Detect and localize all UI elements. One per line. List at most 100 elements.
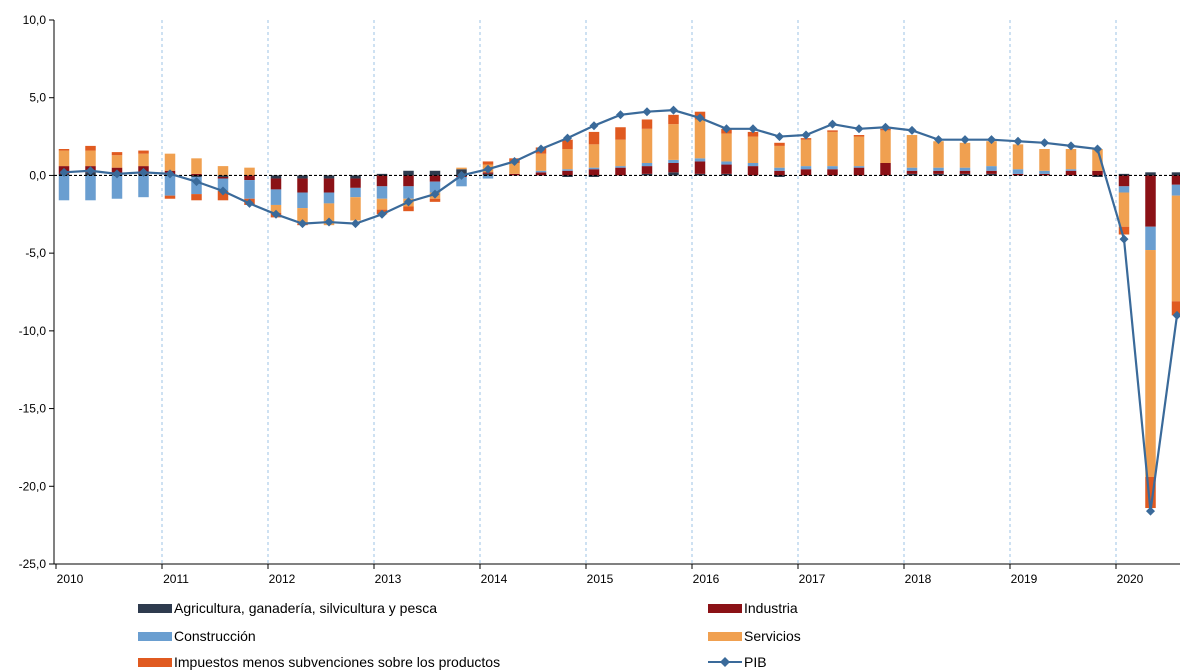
bar-s0-q5	[191, 175, 202, 177]
pib-point-26	[748, 124, 758, 134]
y-tick-label-7: -25,0	[19, 557, 47, 571]
bar-s3-q1	[85, 150, 96, 167]
bar-s0-q39	[1092, 175, 1103, 177]
bar-s1-q30	[853, 167, 865, 176]
bar-s1-q25	[721, 164, 732, 174]
bar-s1-q10	[323, 178, 335, 193]
pib-point-13	[404, 197, 413, 207]
bar-s2-q30	[853, 166, 865, 168]
legend-label-servicios: Servicios	[744, 628, 801, 644]
legend-line-pib	[708, 657, 742, 667]
x-tick-label-2011: 2011	[163, 572, 189, 586]
bar-s0-q27	[774, 175, 785, 177]
legend-item-industria: Industria	[708, 600, 798, 616]
x-tick-label-2014: 2014	[481, 572, 508, 586]
bar-s4-q4	[164, 195, 176, 199]
legend-label-pib: PIB	[744, 654, 767, 670]
pib-point-42	[1172, 310, 1180, 320]
bar-s3-q38	[1065, 149, 1077, 170]
bar-s2-q8	[270, 189, 282, 205]
bar-s4-q21	[615, 127, 626, 140]
pib-point-40	[1119, 234, 1129, 244]
legend-item-pib: PIB	[708, 654, 767, 670]
pib-point-10	[324, 217, 334, 227]
pib-point-14	[430, 189, 440, 199]
bar-s0-q11	[350, 175, 361, 179]
bar-s4-q19	[562, 139, 573, 150]
bar-s1-q7	[244, 175, 255, 181]
bar-s1-q23	[668, 162, 679, 173]
pib-point-7	[245, 198, 254, 208]
bar-s1-q29	[827, 169, 838, 176]
bar-s4-q41	[1145, 476, 1156, 509]
bar-s4-q27	[774, 142, 785, 146]
bar-s2-q14	[429, 181, 441, 193]
bar-s3-q24	[694, 119, 706, 159]
legend: Agricultura, ganadería, silvicultura y p…	[0, 597, 1180, 670]
bar-s3-q8	[270, 204, 282, 213]
bar-s1-q11	[350, 178, 361, 188]
bar-s3-q3	[138, 153, 149, 167]
pib-point-2	[112, 169, 122, 179]
bar-s2-q6	[217, 178, 229, 191]
bar-s1-q34	[959, 170, 971, 174]
bar-s3-q6	[217, 166, 229, 176]
pib-point-24	[695, 113, 705, 123]
bar-s0-q32	[906, 173, 918, 176]
bar-s3-q11	[350, 197, 361, 221]
bar-s2-q19	[562, 169, 573, 171]
bar-s0-q35	[986, 173, 997, 176]
pib-point-0	[59, 167, 69, 177]
bar-s4-q0	[58, 149, 70, 151]
bar-s1-q31	[880, 162, 891, 176]
pib-point-8	[271, 209, 281, 219]
legend-item-agricultura: Agricultura, ganadería, silvicultura y p…	[138, 600, 437, 616]
bar-s1-q40	[1118, 175, 1130, 187]
pib-point-23	[669, 105, 678, 115]
bar-s2-q21	[615, 166, 626, 168]
bar-s1-q41	[1145, 175, 1156, 227]
pib-point-21	[616, 110, 625, 120]
bar-s1-q36	[1012, 173, 1024, 176]
bar-s2-q27	[774, 167, 785, 171]
bar-s2-q33	[933, 167, 944, 171]
pib-point-30	[854, 124, 864, 134]
pib-point-36	[1013, 136, 1023, 146]
bar-s2-q2	[111, 175, 123, 199]
bar-s1-q32	[906, 170, 918, 174]
bar-s4-q5	[191, 194, 202, 201]
pib-point-18	[536, 144, 546, 154]
x-tick-label-2017: 2017	[799, 572, 826, 586]
pib-point-25	[722, 124, 731, 134]
bar-s2-q12	[376, 186, 388, 199]
x-tick-label-2010: 2010	[57, 572, 84, 586]
bar-s4-q16	[482, 161, 494, 165]
bar-s4-q22	[641, 119, 653, 129]
bar-s3-q17	[509, 162, 520, 174]
bar-s3-q29	[827, 131, 838, 167]
bar-s3-q37	[1039, 149, 1050, 171]
legend-item-servicios: Servicios	[708, 628, 801, 644]
bar-s4-q20	[588, 131, 600, 145]
bar-s2-q22	[641, 162, 653, 167]
bar-s3-q15	[456, 167, 467, 170]
bar-s2-q25	[721, 161, 732, 165]
bar-s1-q26	[747, 166, 759, 176]
bar-s1-q13	[403, 175, 414, 187]
bar-s1-q19	[562, 170, 573, 176]
bar-s0-q8	[270, 175, 282, 179]
legend-swatch-impuestos	[138, 657, 172, 667]
bar-s4-q23	[668, 114, 679, 125]
bar-s0-q14	[429, 170, 441, 176]
bar-s0-q6	[217, 175, 229, 177]
x-tick-label-2015: 2015	[587, 572, 614, 586]
x-tick-label-2012: 2012	[269, 572, 296, 586]
legend-swatch-construccion	[138, 631, 172, 641]
bar-s3-q22	[641, 128, 653, 163]
y-tick-label-6: -20,0	[19, 479, 47, 493]
pib-point-3	[139, 167, 148, 177]
pib-point-22	[642, 107, 652, 117]
bar-s2-q41	[1145, 226, 1156, 251]
bar-s1-q18	[535, 172, 547, 176]
